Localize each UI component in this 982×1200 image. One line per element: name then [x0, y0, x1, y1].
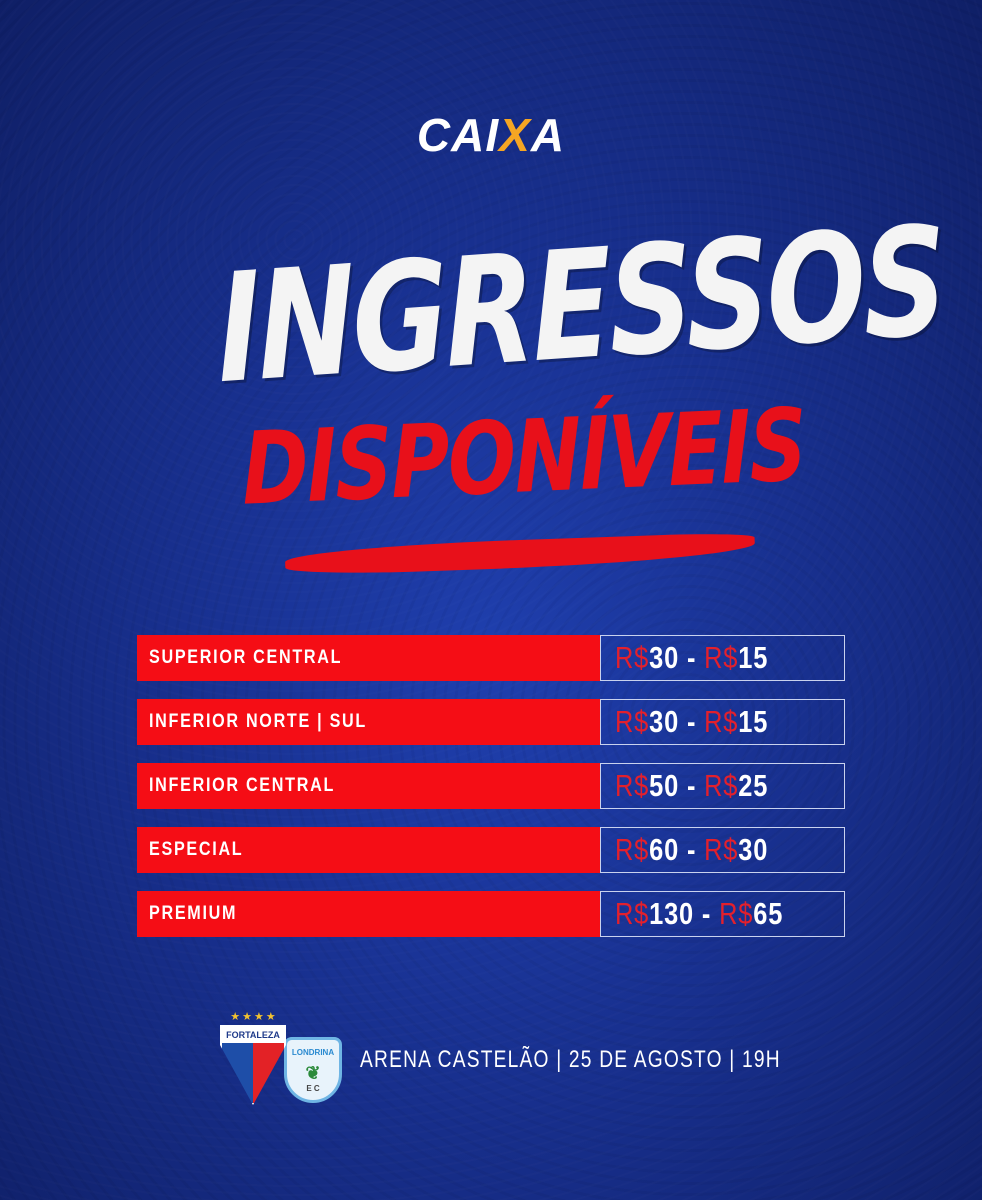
- match-info: ARENA CASTELÃO | 25 DE AGOSTO | 19H: [360, 1046, 781, 1073]
- price-row: PREMIUM R$130 - R$65: [137, 891, 845, 937]
- price-row: INFERIOR CENTRAL R$50 - R$25: [137, 763, 845, 809]
- price-box: R$30 - R$15: [600, 699, 845, 745]
- headline-ingressos: INGRESSOS: [213, 194, 948, 418]
- stars-icon: ★★★★: [230, 1011, 278, 1023]
- price-box: R$50 - R$25: [600, 763, 845, 809]
- sector-label: INFERIOR NORTE | SUL: [137, 699, 600, 745]
- caixa-logo: CAIXA: [416, 109, 566, 161]
- match-footer: ★★★★ FORTALEZA LONDRINA ❦ E C ARENA CAST…: [220, 1010, 886, 1110]
- price-box: R$130 - R$65: [600, 891, 845, 937]
- londrina-crest: LONDRINA ❦ E C: [284, 1037, 342, 1103]
- sector-label: SUPERIOR CENTRAL: [137, 635, 600, 681]
- sector-label: ESPECIAL: [137, 827, 600, 873]
- price-row: SUPERIOR CENTRAL R$30 - R$15: [137, 635, 845, 681]
- price-box: R$60 - R$30: [600, 827, 845, 873]
- price-box: R$30 - R$15: [600, 635, 845, 681]
- fortaleza-crest: ★★★★ FORTALEZA: [220, 1010, 288, 1110]
- price-row: INFERIOR NORTE | SUL R$30 - R$15: [137, 699, 845, 745]
- sector-label: INFERIOR CENTRAL: [137, 763, 600, 809]
- sector-label: PREMIUM: [137, 891, 600, 937]
- headline-disponiveis: DISPONÍVEIS: [240, 386, 807, 528]
- fortaleza-shield: FORTALEZA: [220, 1025, 286, 1105]
- branch-icon: ❦: [305, 1063, 321, 1083]
- price-table: SUPERIOR CENTRAL R$30 - R$15 INFERIOR NO…: [137, 635, 845, 955]
- price-row: ESPECIAL R$60 - R$30: [137, 827, 845, 873]
